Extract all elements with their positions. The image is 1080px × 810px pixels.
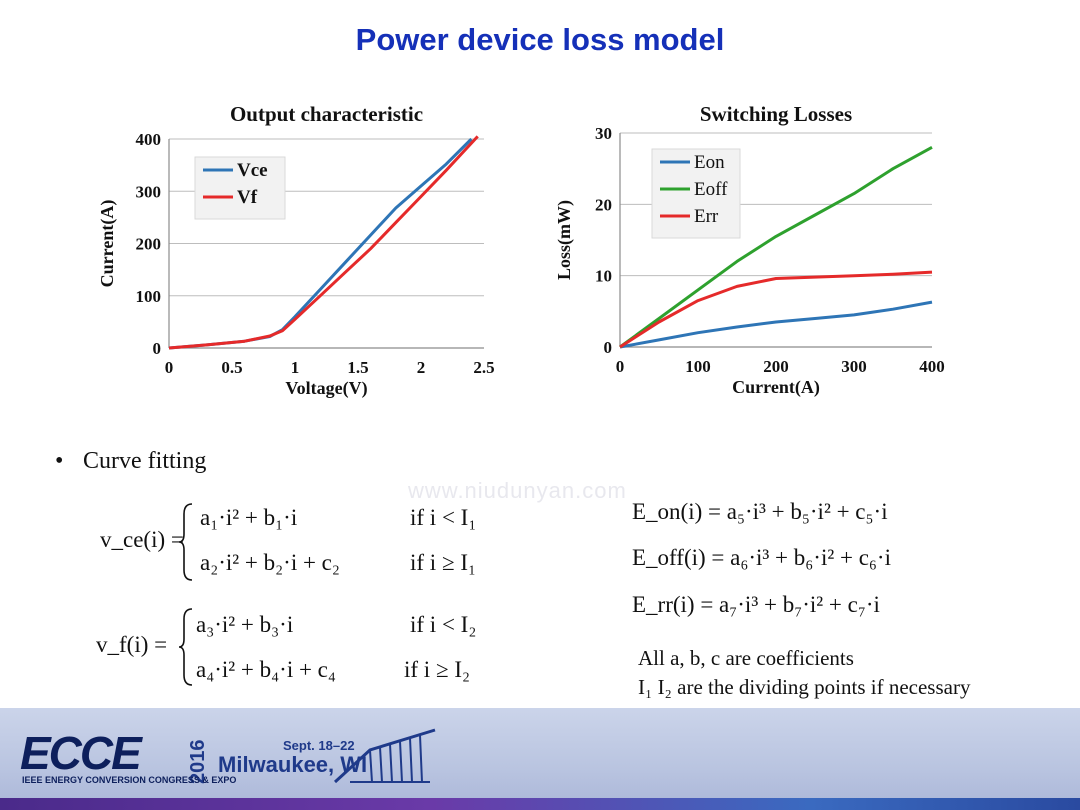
vf-case-2-cond: if i ≥ I₂	[404, 657, 470, 682]
vf-lhs: v_f(i) =	[96, 632, 168, 657]
series-line-vf	[168, 135, 479, 350]
x-tick-label: 100	[685, 357, 711, 376]
note-coefficients: All a, b, c are coefficients	[638, 646, 854, 670]
eoff-formula: E_off(i) = a₆·i³ + b₆·i² + c₆·i	[632, 545, 891, 570]
bullet-text: Curve fitting	[83, 448, 207, 474]
legend-label-vf: Vf	[237, 187, 258, 208]
event-dates: Sept. 18–22	[283, 738, 355, 753]
vce-case-1-cond: if i < I₁	[410, 505, 477, 530]
x-tick-label: 1.5	[347, 358, 368, 377]
chart-title: Switching Losses	[700, 102, 852, 126]
y-tick-label: 0	[153, 339, 162, 358]
x-tick-label: 0	[165, 358, 174, 377]
x-tick-label: 2.5	[473, 358, 494, 377]
x-tick-label: 0.5	[221, 358, 242, 377]
vce-brace-icon	[178, 503, 193, 581]
vf-case-2: a₄·i² + b₄·i + c₄	[196, 657, 336, 682]
x-tick-label: 0	[616, 357, 625, 376]
x-tick-label: 2	[417, 358, 426, 377]
vce-lhs: v_ce(i) =	[100, 527, 184, 552]
legend-box	[194, 156, 286, 220]
y-tick-label: 200	[136, 235, 162, 254]
legend-box	[651, 148, 741, 239]
series-line-eoff	[619, 145, 933, 349]
legend-label-err: Err	[694, 206, 719, 227]
watermark: www.niudunyan.com	[408, 478, 627, 503]
logo-year: 2016	[187, 740, 209, 785]
y-tick-label: 100	[136, 287, 162, 306]
y-tick-label: 0	[604, 338, 613, 357]
series-line-err	[619, 270, 933, 349]
y-axis-label: Loss(mW)	[554, 200, 575, 280]
x-tick-label: 1	[291, 358, 300, 377]
vce-case-2-cond: if i ≥ I₁	[410, 550, 476, 575]
vce-case-2: a₂·i² + b₂·i + c₂	[200, 550, 340, 575]
y-tick-label: 30	[595, 124, 612, 143]
y-tick-label: 300	[136, 182, 162, 201]
x-axis-label: Voltage(V)	[285, 378, 367, 399]
series-line-eon	[619, 300, 933, 349]
y-axis-label: Current(A)	[97, 200, 118, 288]
svg-text:2016: 2016	[187, 740, 209, 785]
x-axis-label: Current(A)	[732, 377, 820, 398]
eon-formula: E_on(i) = a₅·i³ + b₅·i² + c₅·i	[632, 499, 888, 524]
output-characteristic-chart: Output characteristic 0 100 200 300 400 0 0.5 1 1…	[97, 102, 495, 399]
footer-banner: ECCE 2016 IEEE ENERGY CONVERSION CONGRES…	[0, 708, 1080, 810]
legend-label-eon: Eon	[694, 152, 725, 173]
legend-label-vce: Vce	[237, 160, 268, 181]
slide-title: Power device loss model	[355, 22, 725, 57]
chart-title: Output characteristic	[230, 102, 423, 126]
note-dividing-points: I₁ I₂ are the dividing points if necessa…	[638, 675, 971, 699]
vf-brace-icon	[178, 608, 193, 686]
y-tick-label: 10	[595, 267, 612, 286]
logo-subtitle: IEEE ENERGY CONVERSION CONGRESS & EXPO	[22, 775, 237, 785]
event-city: Milwaukee, WI	[218, 752, 368, 777]
y-tick-label: 400	[136, 130, 162, 149]
wing-logo-icon	[333, 728, 436, 784]
err-formula: E_rr(i) = a₇·i³ + b₇·i² + c₇·i	[632, 592, 880, 617]
vf-case-1-cond: if i < I₂	[410, 612, 477, 637]
y-tick-label: 20	[595, 195, 612, 214]
x-tick-label: 400	[919, 357, 945, 376]
footer-color-band	[0, 798, 1080, 810]
vf-case-1: a₃·i² + b₃·i	[196, 612, 294, 637]
legend-label-eoff: Eoff	[694, 179, 728, 200]
ecce-logo: ECCE	[20, 727, 142, 779]
bullet-curve-fitting: • Curve fitting	[55, 448, 206, 475]
x-tick-label: 200	[763, 357, 789, 376]
bullet-symbol: •	[55, 448, 64, 474]
vce-case-1: a₁·i² + b₁·i	[200, 505, 298, 530]
x-tick-label: 300	[841, 357, 867, 376]
